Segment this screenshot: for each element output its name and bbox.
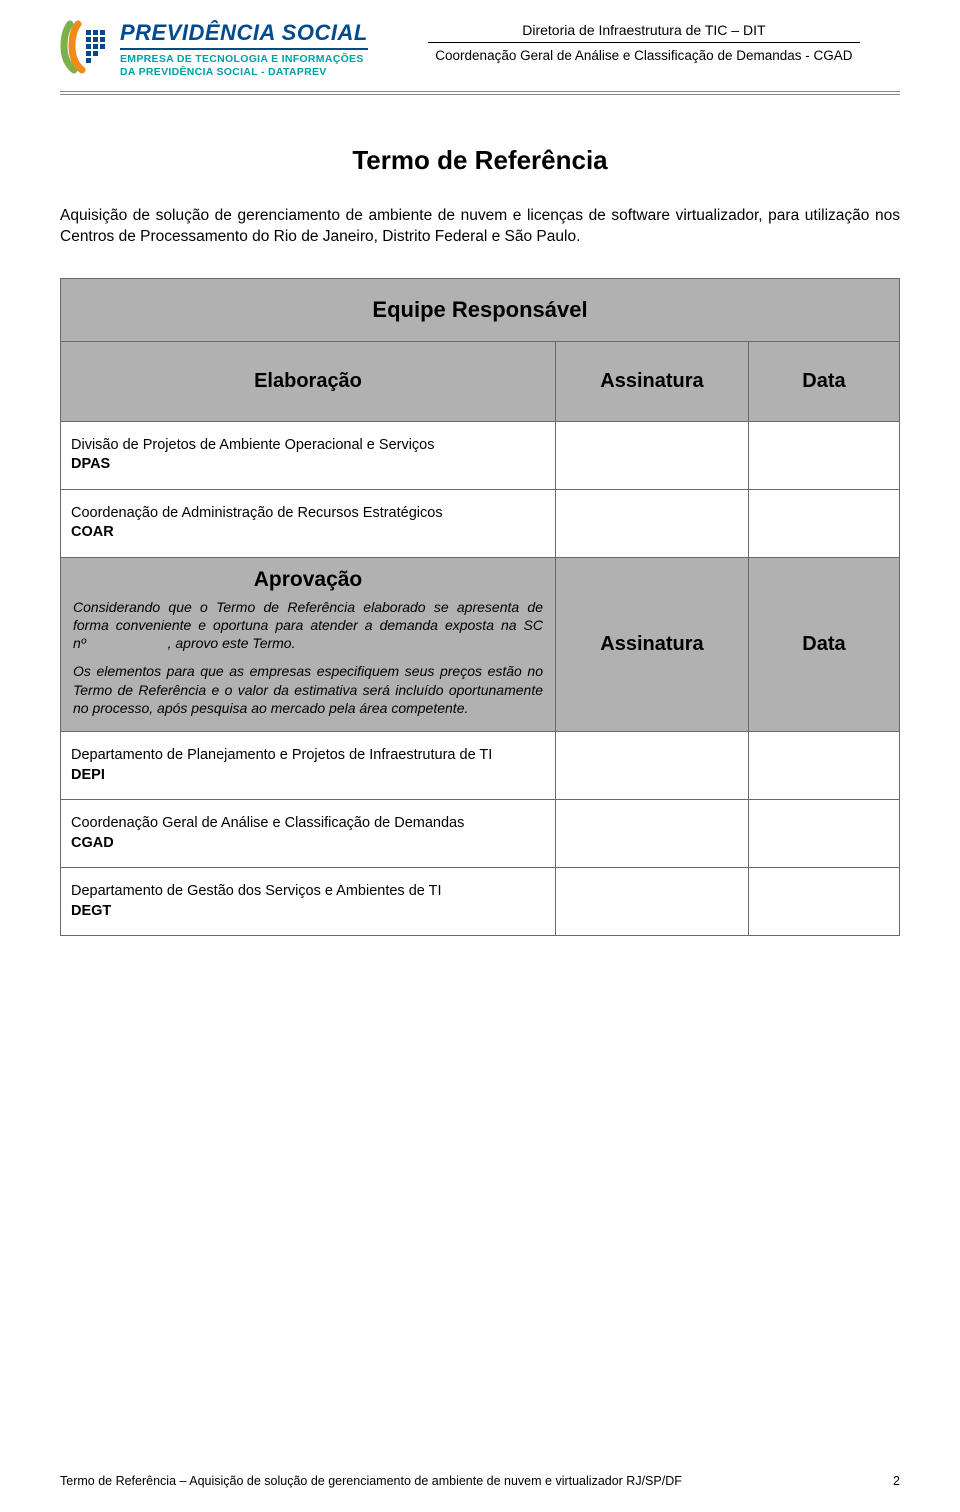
brand-divider — [120, 48, 368, 50]
date-cell — [748, 731, 899, 799]
row-acronym: CGAD — [71, 835, 114, 851]
signature-cell — [556, 731, 749, 799]
page-header: PREVIDÊNCIA SOCIAL EMPRESA DE TECNOLOGIA… — [60, 20, 900, 95]
brand-title: PREVIDÊNCIA SOCIAL — [120, 20, 368, 46]
signature-cell — [556, 800, 749, 868]
intro-paragraph: Aquisição de solução de gerenciamento de… — [60, 206, 900, 248]
table-row: Departamento de Gestão dos Serviços e Am… — [61, 868, 556, 936]
date-cell — [748, 421, 899, 489]
brand-text: PREVIDÊNCIA SOCIAL EMPRESA DE TECNOLOGIA… — [120, 20, 368, 79]
row-acronym: DEGT — [71, 903, 111, 919]
equipe-header: Equipe Responsável — [61, 278, 900, 341]
table-row: Coordenação Geral de Análise e Classific… — [61, 800, 556, 868]
row-text: Divisão de Projetos de Ambiente Operacio… — [71, 437, 435, 453]
brand-block: PREVIDÊNCIA SOCIAL EMPRESA DE TECNOLOGIA… — [60, 20, 368, 79]
table-row: Coordenação de Administração de Recursos… — [61, 489, 556, 557]
responsibility-table: Equipe Responsável Elaboração Assinatura… — [60, 278, 900, 937]
date-cell — [748, 868, 899, 936]
dept-line-2: Coordenação Geral de Análise e Classific… — [388, 47, 900, 65]
brand-subtitle-1: EMPRESA DE TECNOLOGIA E INFORMAÇÕES — [120, 53, 368, 66]
footer-page-number: 2 — [893, 1474, 900, 1488]
row-text: Coordenação Geral de Análise e Classific… — [71, 815, 464, 831]
row-acronym: DEPI — [71, 767, 105, 783]
row-text: Departamento de Planejamento e Projetos … — [71, 747, 492, 763]
table-row: Departamento de Planejamento e Projetos … — [61, 731, 556, 799]
brand-subtitle-2: DA PREVIDÊNCIA SOCIAL - DATAPREV — [120, 66, 368, 79]
col-elaboracao: Elaboração — [61, 341, 556, 421]
approval-block: Aprovação Considerando que o Termo de Re… — [61, 557, 556, 731]
footer-text: Termo de Referência – Aquisição de soluç… — [60, 1474, 682, 1488]
document-title: Termo de Referência — [60, 145, 900, 176]
date-cell — [748, 489, 899, 557]
brand-logo-icon — [60, 20, 110, 76]
header-rule — [428, 42, 860, 43]
col-data-2: Data — [748, 557, 899, 731]
col-assinatura-2: Assinatura — [556, 557, 749, 731]
approval-title: Aprovação — [73, 568, 543, 592]
page-footer: Termo de Referência – Aquisição de soluç… — [60, 1474, 900, 1488]
row-text: Departamento de Gestão dos Serviços e Am… — [71, 883, 442, 899]
dept-line-1: Diretoria de Infraestrutura de TIC – DIT — [388, 22, 900, 38]
page: PREVIDÊNCIA SOCIAL EMPRESA DE TECNOLOGIA… — [0, 0, 960, 936]
col-assinatura: Assinatura — [556, 341, 749, 421]
date-cell — [748, 800, 899, 868]
signature-cell — [556, 489, 749, 557]
approval-p1a: Considerando que o Termo de Referência e… — [73, 599, 543, 651]
table-row: Divisão de Projetos de Ambiente Operacio… — [61, 421, 556, 489]
header-department: Diretoria de Infraestrutura de TIC – DIT… — [388, 20, 900, 65]
row-acronym: COAR — [71, 524, 114, 540]
signature-cell — [556, 868, 749, 936]
approval-paragraph-1: Considerando que o Termo de Referência e… — [73, 598, 543, 653]
signature-cell — [556, 421, 749, 489]
row-text: Coordenação de Administração de Recursos… — [71, 505, 443, 521]
row-acronym: DPAS — [71, 456, 110, 472]
col-data: Data — [748, 341, 899, 421]
approval-paragraph-2: Os elementos para que as empresas especi… — [73, 662, 543, 717]
approval-p1b: , aprovo este Termo. — [168, 635, 296, 651]
